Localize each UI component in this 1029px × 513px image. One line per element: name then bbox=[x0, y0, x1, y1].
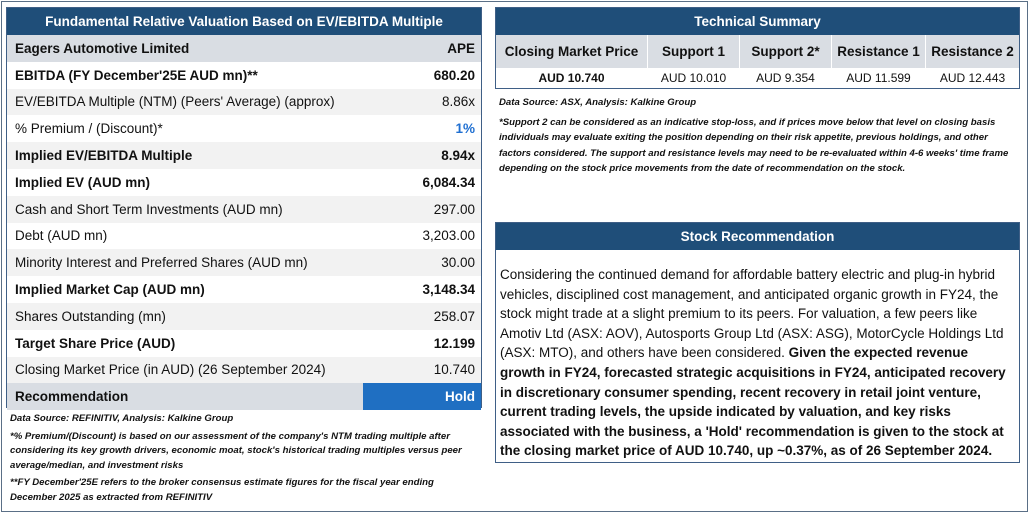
technical-source: Data Source: ASX, Analysis: Kalkine Grou… bbox=[499, 97, 697, 108]
row-value: 6,084.34 bbox=[422, 174, 475, 190]
row-label: Minority Interest and Preferred Shares (… bbox=[15, 255, 308, 271]
row-value: 8.94x bbox=[441, 148, 475, 164]
value-cell: AUD 12.443 bbox=[939, 71, 1006, 85]
table-row: Implied Market Cap (AUD mn) 3,148.34 bbox=[7, 276, 481, 303]
value-cell: AUD 11.599 bbox=[832, 68, 926, 88]
row-value: 1% bbox=[455, 121, 475, 137]
row-value: 8.86x bbox=[441, 94, 475, 110]
valuation-title: Fundamental Relative Valuation Based on … bbox=[7, 8, 481, 35]
row-label: Implied EV/EBITDA Multiple bbox=[15, 148, 193, 164]
recommendation-row: Recommendation Hold bbox=[7, 383, 481, 411]
row-label: % Premium / (Discount)* bbox=[15, 121, 163, 137]
row-label: EBITDA (FY December'25E AUD mn)** bbox=[15, 67, 258, 83]
row-label: Shares Outstanding (mn) bbox=[15, 308, 166, 324]
header-cell: Resistance 1 bbox=[832, 35, 926, 68]
technical-value-row: AUD 10.740 AUD 10.010 AUD 9.354 AUD 11.5… bbox=[496, 68, 1019, 88]
recommendation-title: Stock Recommendation bbox=[496, 223, 1019, 250]
table-row: Cash and Short Term Investments (AUD mn)… bbox=[7, 195, 481, 223]
premium-footnote: *% Premium/(Discount) is based on our as… bbox=[10, 430, 462, 471]
row-value: 258.07 bbox=[433, 308, 475, 324]
table-row: Minority Interest and Preferred Shares (… bbox=[7, 249, 481, 277]
table-row: Debt (AUD mn) 3,203.00 bbox=[7, 223, 481, 250]
row-label: Target Share Price (AUD) bbox=[15, 335, 176, 351]
row-value: 297.00 bbox=[433, 201, 475, 217]
header-cell: Closing Market Price bbox=[496, 35, 648, 68]
company-name: Eagers Automotive Limited bbox=[15, 40, 190, 56]
company-ticker: APE bbox=[447, 40, 475, 56]
table-row: EBITDA (FY December'25E AUD mn)** 680.20 bbox=[7, 62, 481, 89]
recommendation-text: Considering the continued demand for aff… bbox=[500, 267, 1004, 361]
row-value: 30.00 bbox=[441, 255, 475, 271]
company-row: Eagers Automotive Limited APE bbox=[7, 35, 481, 62]
row-label: EV/EBITDA Multiple (NTM) (Peers' Average… bbox=[15, 94, 335, 110]
row-label: Closing Market Price (in AUD) (26 Septem… bbox=[15, 362, 326, 378]
row-value: 10.740 bbox=[433, 362, 475, 378]
valuation-source: Data Source: REFINITIV, Analysis: Kalkin… bbox=[10, 413, 234, 424]
row-label: Cash and Short Term Investments (AUD mn) bbox=[15, 201, 283, 217]
row-label: Implied EV (AUD mn) bbox=[15, 174, 151, 190]
table-row: % Premium / (Discount)* 1% bbox=[7, 115, 481, 142]
stock-recommendation-panel: Stock Recommendation Considering the con… bbox=[495, 222, 1020, 463]
technical-title: Technical Summary bbox=[496, 8, 1019, 35]
row-label: Implied Market Cap (AUD mn) bbox=[15, 282, 205, 298]
row-label: Debt (AUD mn) bbox=[15, 228, 108, 244]
row-value: 12.199 bbox=[433, 335, 475, 351]
table-row: Closing Market Price (in AUD) (26 Septem… bbox=[7, 356, 481, 384]
header-cell: Support 2* bbox=[740, 35, 832, 68]
row-value: 3,148.34 bbox=[422, 282, 475, 298]
header-cell: Resistance 2 bbox=[931, 44, 1014, 59]
valuation-notes: Data Source: REFINITIV, Analysis: Kalkin… bbox=[10, 412, 480, 508]
table-row: Implied EV (AUD mn) 6,084.34 bbox=[7, 169, 481, 196]
estimate-footnote: **FY December'25E refers to the broker c… bbox=[10, 477, 434, 503]
table-row: Implied EV/EBITDA Multiple 8.94x bbox=[7, 142, 481, 169]
table-row: Target Share Price (AUD) 12.199 bbox=[7, 330, 481, 357]
header-cell: Support 1 bbox=[648, 35, 740, 68]
value-cell: AUD 10.010 bbox=[648, 68, 740, 88]
support-footnote: *Support 2 can be considered as an indic… bbox=[499, 116, 1009, 175]
row-label: Recommendation bbox=[15, 389, 129, 405]
recommendation-body: Considering the continued demand for aff… bbox=[496, 250, 1019, 461]
value-cell: AUD 10.740 bbox=[496, 68, 648, 88]
technical-notes: Data Source: ASX, Analysis: Kalkine Grou… bbox=[499, 95, 1021, 181]
value-cell: AUD 9.354 bbox=[740, 68, 832, 88]
table-row: EV/EBITDA Multiple (NTM) (Peers' Average… bbox=[7, 88, 481, 116]
technical-header-row: Closing Market Price Support 1 Support 2… bbox=[496, 35, 1019, 68]
table-row: Shares Outstanding (mn) 258.07 bbox=[7, 302, 481, 330]
row-value: 680.20 bbox=[433, 67, 475, 83]
technical-summary-table: Technical Summary Closing Market Price S… bbox=[495, 7, 1020, 89]
valuation-table: Fundamental Relative Valuation Based on … bbox=[6, 7, 482, 411]
row-value: 3,203.00 bbox=[422, 228, 475, 244]
recommendation-text-bold: Given the expected revenue growth in FY2… bbox=[500, 345, 1006, 459]
recommendation-badge: Hold bbox=[363, 383, 481, 411]
